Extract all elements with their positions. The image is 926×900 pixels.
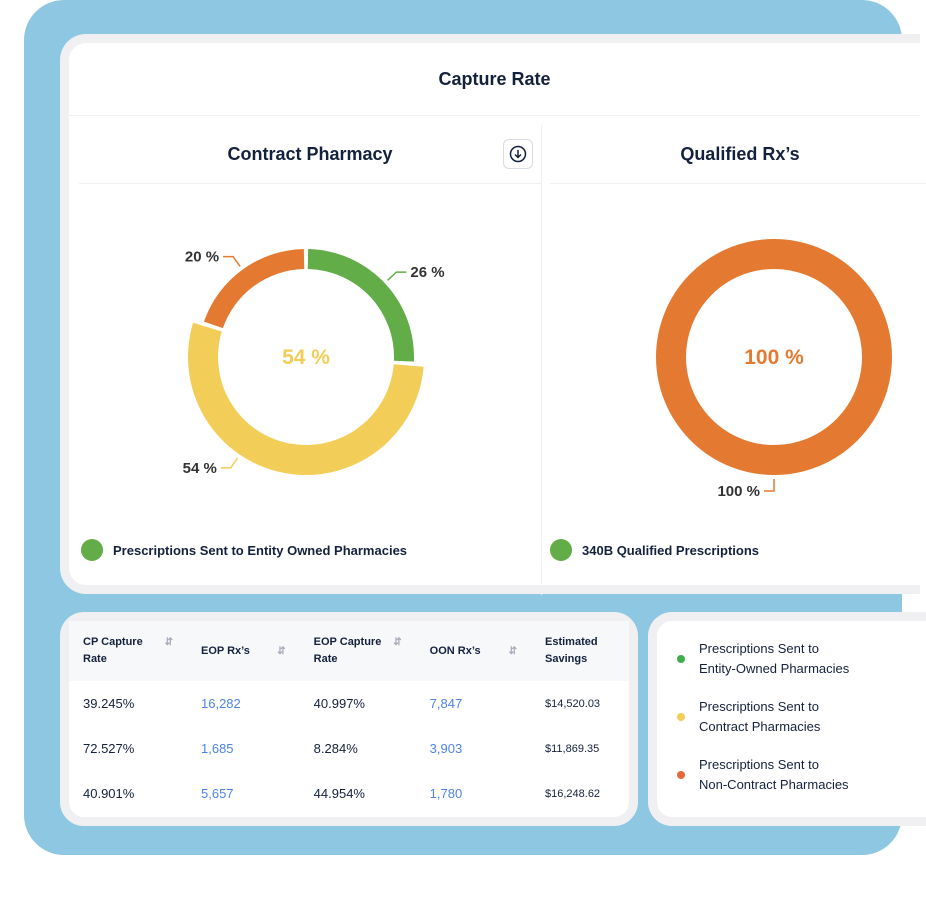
table-cell: 40.901% <box>83 786 135 801</box>
legend-item: Prescriptions Sent to Entity-Owned Pharma… <box>677 639 926 679</box>
capture-rate-card: Capture Rate Contract Pharmacy 26 % 54 % 2… <box>60 34 926 595</box>
legend-dot <box>677 655 685 663</box>
legend-item: Prescriptions Sent to Entity Owned Pharm… <box>81 539 407 561</box>
table-cell: 72.527% <box>83 741 135 756</box>
legend-dot <box>550 539 572 561</box>
legend-item: Prescriptions Sent to Non-Contract Pharma… <box>677 755 926 795</box>
legend-item: 340B Qualified Prescriptions <box>550 539 759 561</box>
table-cell[interactable]: 1,780 <box>429 786 463 801</box>
column-header: Estimated Savings <box>531 621 629 681</box>
slice-label: 26 % <box>410 264 444 281</box>
donut-chart-contract: 26 % 54 % 20 % 54 % <box>183 249 445 477</box>
table-row: 40.901% 5,657 44.954% 1,780 $16,248.62 <box>69 771 629 816</box>
download-icon <box>509 145 527 163</box>
legend-dot <box>677 771 685 779</box>
table-cell[interactable]: 3,903 <box>429 741 463 756</box>
sort-icon: ⇵ <box>277 645 286 657</box>
column-header[interactable]: ⇵ CP Capture Rate <box>69 621 187 681</box>
table-row: 72.527% 1,685 8.284% 3,903 $11,869.35 <box>69 726 629 771</box>
center-label: 54 % <box>282 346 330 369</box>
table-cell: $11,869.35 <box>545 742 600 755</box>
table-cell: $14,520.03 <box>545 697 601 710</box>
table-cell[interactable]: 7,847 <box>429 696 463 711</box>
legend-card: Prescriptions Sent to Entity-Owned Pharma… <box>648 612 926 826</box>
column-header[interactable]: ⇵ EOP Capture Rate <box>299 621 416 681</box>
slice-label: 20 % <box>185 249 219 266</box>
table-cell: 8.284% <box>313 741 358 756</box>
label-line <box>220 457 239 469</box>
sort-icon: ⇵ <box>164 637 173 648</box>
download-button[interactable] <box>503 139 533 169</box>
table-cell[interactable]: 1,685 <box>201 741 234 756</box>
donut-slice <box>656 239 892 475</box>
column-header[interactable]: ⇵ OON Rx’s <box>415 621 531 681</box>
center-label: 100 % <box>744 346 804 369</box>
donut-slice <box>188 322 424 476</box>
label-line <box>764 479 775 492</box>
table-cell[interactable]: 5,657 <box>201 786 234 801</box>
table-cell: 44.954% <box>313 786 365 801</box>
data-table-card: ⇵ CP Capture Rate ⇵ EOP Rx’s ⇵ EOP Capture … <box>60 612 638 826</box>
qualified-rx-panel: Qualified Rx’s 100 % 100 % 340B Qualified… <box>550 125 926 595</box>
legend-dot <box>677 713 685 721</box>
sort-icon: ⇵ <box>508 645 517 657</box>
slice-label: 54 % <box>183 460 217 477</box>
column-header[interactable]: ⇵ EOP Rx’s <box>187 621 300 681</box>
table-cell: $16,248.62 <box>545 787 601 800</box>
legend-item: Prescriptions Sent to Contract Pharmacies <box>677 697 926 737</box>
slice-label: 100 % <box>717 483 760 500</box>
label-line <box>387 271 407 281</box>
label-line <box>223 255 241 267</box>
panel-title: Contract Pharmacy <box>79 125 541 184</box>
legend-dot <box>81 539 103 561</box>
donut-slice <box>203 249 305 329</box>
donut-slice <box>307 249 414 362</box>
table-row: 39.245% 16,282 40.997% 7,847 $14,520.03 <box>69 681 629 726</box>
sort-icon: ⇵ <box>393 637 402 648</box>
table-cell: 39.245% <box>83 696 135 711</box>
data-table: ⇵ CP Capture Rate ⇵ EOP Rx’s ⇵ EOP Capture … <box>69 621 629 816</box>
donut-chart-qualified: 100 % 100 % <box>656 239 892 500</box>
panel-title: Qualified Rx’s <box>550 125 926 184</box>
table-cell[interactable]: 16,282 <box>201 696 241 711</box>
contract-pharmacy-panel: Contract Pharmacy 26 % 54 % 20 % 54 % Presc… <box>79 125 542 595</box>
table-cell: 40.997% <box>313 696 365 711</box>
page-title: Capture Rate <box>69 43 920 116</box>
